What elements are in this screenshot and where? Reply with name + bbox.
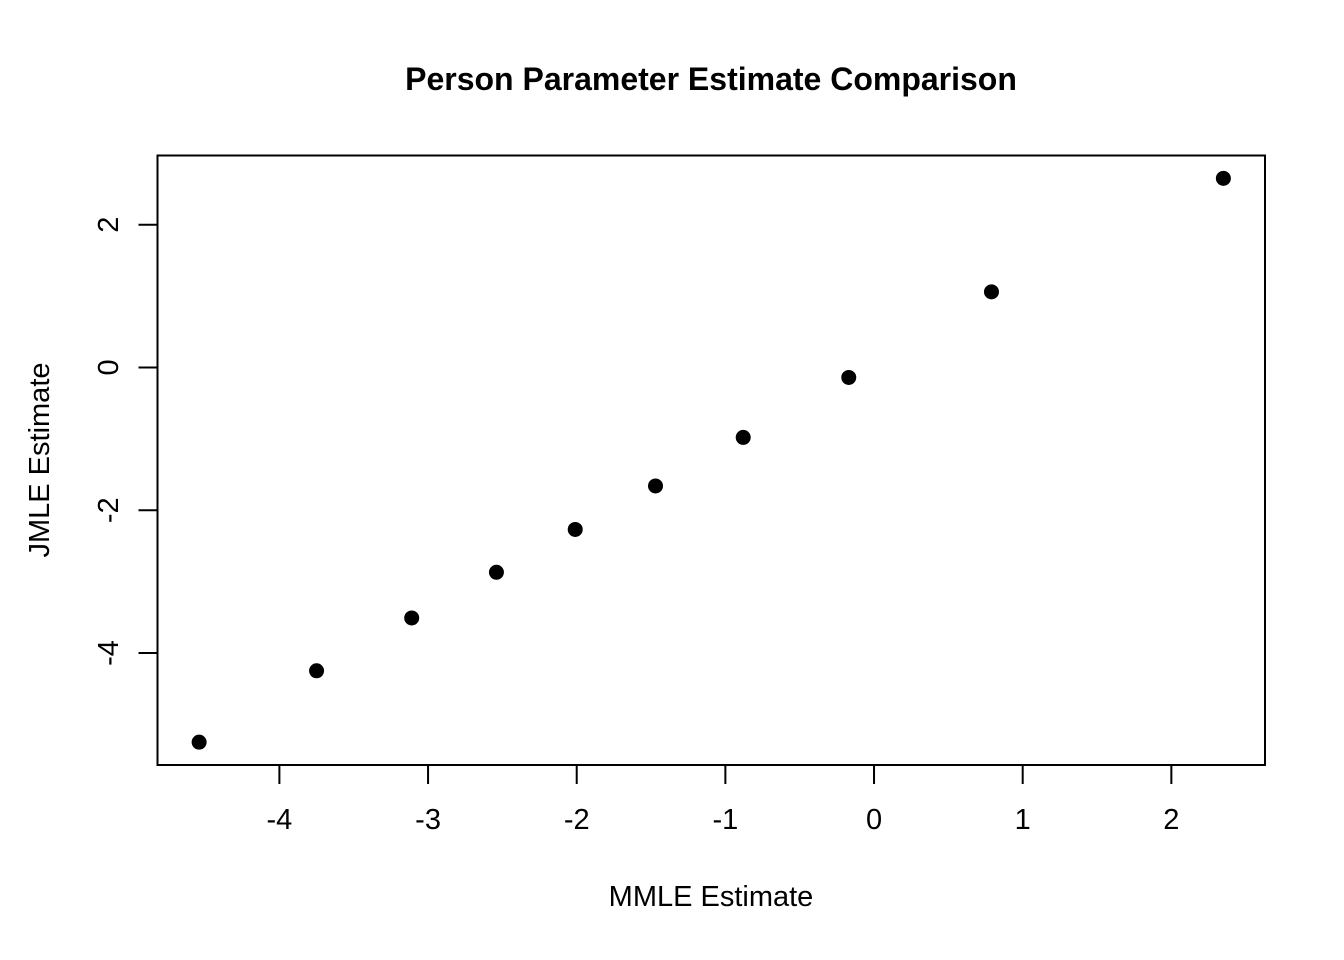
data-point <box>983 284 999 300</box>
plot-box <box>156 154 1266 766</box>
x-tick-label: -4 <box>267 804 293 836</box>
y-tick-label: 2 <box>93 217 125 233</box>
y-tick-label: 0 <box>93 359 125 375</box>
data-points <box>191 170 1231 750</box>
x-tick-label: 1 <box>1015 804 1031 836</box>
x-tick-label: -2 <box>564 804 590 836</box>
y-axis-label: JMLE Estimate <box>24 363 56 558</box>
x-tick-label: 0 <box>866 804 882 836</box>
x-axis-ticks: -4 -3 -2 -1 0 1 2 <box>267 765 1179 836</box>
x-axis-label: MMLE Estimate <box>609 881 814 913</box>
data-point <box>735 429 751 445</box>
y-tick-label: -2 <box>93 497 125 523</box>
x-tick-label: -1 <box>712 804 738 836</box>
data-point <box>1215 170 1231 186</box>
data-point <box>567 521 583 537</box>
y-tick-label: -4 <box>93 640 125 666</box>
data-point <box>841 369 857 385</box>
data-point <box>404 610 420 626</box>
data-point <box>488 564 504 580</box>
x-tick-label: -3 <box>415 804 441 836</box>
data-point <box>648 478 664 494</box>
x-tick-label: 2 <box>1163 804 1179 836</box>
data-point <box>309 663 325 679</box>
chart-title: Person Parameter Estimate Comparison <box>405 61 1017 97</box>
data-point <box>191 734 207 750</box>
y-axis-ticks: 2 0 -2 -4 <box>93 217 158 666</box>
